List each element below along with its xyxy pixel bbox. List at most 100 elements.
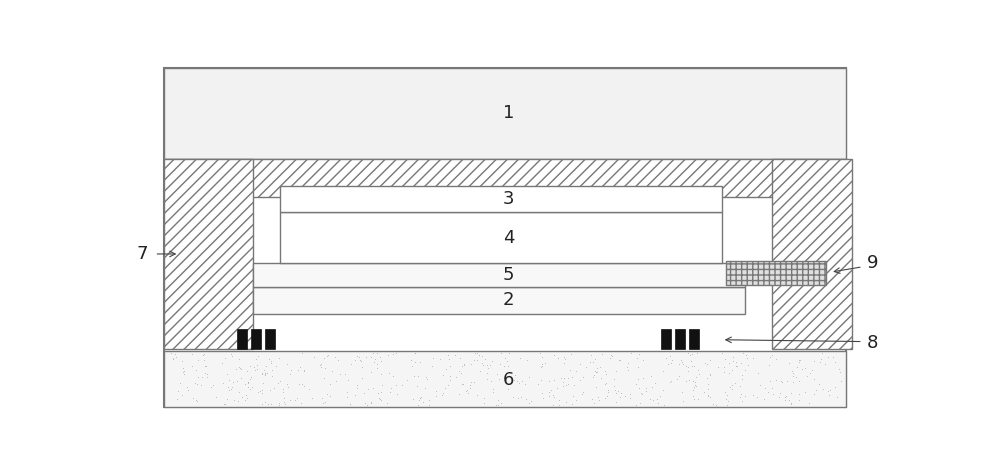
- Point: [497, 355, 513, 362]
- Point: [500, 385, 516, 392]
- Point: [777, 397, 793, 404]
- Point: [673, 356, 689, 364]
- Point: [608, 367, 624, 374]
- Point: [372, 353, 388, 361]
- Point: [242, 375, 258, 383]
- Point: [511, 379, 527, 386]
- Point: [821, 391, 837, 399]
- Point: [199, 373, 215, 381]
- Point: [832, 368, 848, 376]
- Point: [597, 367, 613, 375]
- Point: [722, 383, 738, 391]
- Point: [724, 381, 740, 389]
- Point: [690, 396, 706, 403]
- Point: [674, 358, 690, 365]
- Point: [383, 384, 399, 392]
- Point: [404, 362, 420, 370]
- Point: [455, 381, 471, 388]
- Point: [234, 393, 250, 401]
- Point: [373, 388, 389, 396]
- Bar: [689, 329, 699, 349]
- Point: [343, 360, 359, 368]
- Point: [555, 382, 571, 390]
- Point: [277, 401, 293, 408]
- Point: [745, 391, 761, 399]
- Text: 3: 3: [503, 190, 514, 208]
- Point: [175, 368, 191, 376]
- Point: [588, 383, 604, 391]
- Point: [768, 376, 784, 384]
- Point: [262, 387, 278, 394]
- Point: [556, 353, 572, 360]
- Point: [718, 395, 734, 403]
- Point: [794, 365, 810, 373]
- Point: [541, 392, 557, 399]
- Point: [705, 400, 721, 408]
- Point: [440, 351, 456, 358]
- Point: [292, 363, 308, 371]
- Point: [233, 374, 249, 382]
- Point: [617, 392, 633, 400]
- Point: [778, 392, 794, 400]
- Point: [296, 366, 312, 374]
- Point: [700, 392, 716, 400]
- Point: [738, 351, 754, 358]
- Point: [373, 357, 389, 365]
- Point: [479, 361, 495, 369]
- Point: [185, 394, 201, 402]
- Point: [545, 401, 561, 409]
- Point: [475, 362, 491, 369]
- Point: [476, 394, 492, 401]
- Point: [804, 366, 820, 374]
- Point: [248, 355, 264, 363]
- Point: [322, 392, 338, 400]
- Point: [586, 371, 602, 378]
- Point: [680, 364, 696, 371]
- Point: [645, 396, 661, 404]
- Point: [458, 387, 474, 394]
- Point: [223, 351, 239, 358]
- Point: [349, 384, 365, 392]
- Point: [681, 376, 697, 384]
- Point: [556, 360, 572, 367]
- Point: [523, 397, 539, 404]
- Point: [628, 380, 644, 388]
- Point: [407, 349, 423, 357]
- Point: [585, 374, 601, 381]
- Point: [417, 384, 433, 392]
- Point: [606, 383, 622, 390]
- Point: [702, 372, 718, 379]
- Point: [163, 349, 179, 357]
- Point: [620, 359, 636, 367]
- Point: [279, 381, 295, 388]
- Point: [518, 395, 534, 403]
- Point: [196, 356, 212, 364]
- Point: [534, 360, 550, 367]
- Point: [710, 363, 726, 370]
- Point: [642, 395, 658, 402]
- Point: [263, 357, 279, 365]
- Point: [521, 373, 537, 381]
- Point: [519, 356, 535, 364]
- Point: [472, 367, 488, 374]
- Point: [242, 362, 258, 370]
- Bar: [164, 159, 253, 349]
- Point: [319, 352, 335, 360]
- Point: [802, 369, 818, 376]
- Point: [406, 373, 422, 380]
- Point: [249, 361, 265, 368]
- Point: [480, 364, 496, 372]
- Point: [301, 385, 317, 392]
- Point: [768, 355, 784, 363]
- Bar: [726, 261, 826, 285]
- Point: [827, 383, 843, 391]
- Point: [373, 370, 389, 377]
- Point: [488, 401, 504, 409]
- Point: [549, 385, 565, 392]
- Point: [700, 380, 716, 388]
- Point: [403, 356, 419, 364]
- Point: [664, 356, 680, 364]
- Point: [735, 349, 751, 356]
- Point: [662, 353, 678, 360]
- Point: [721, 369, 737, 376]
